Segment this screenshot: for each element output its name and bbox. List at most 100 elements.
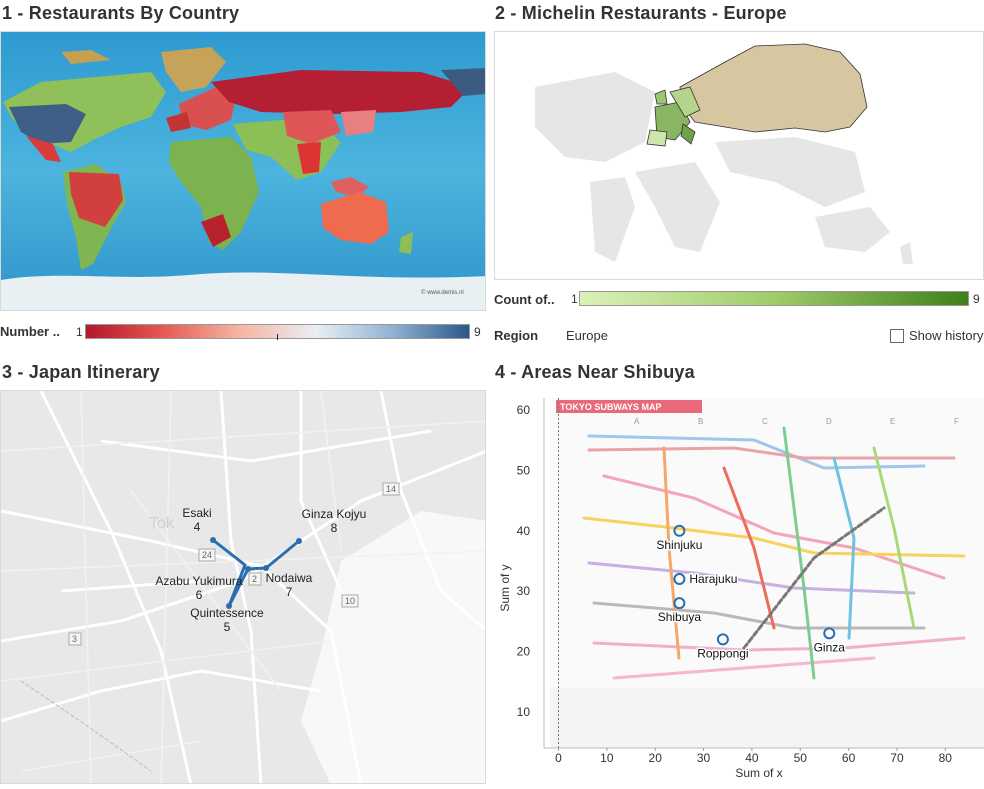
- europe-michelin-map[interactable]: [494, 31, 984, 280]
- y-tick-label: 50: [517, 463, 531, 477]
- region-filter-value[interactable]: Europe: [566, 328, 608, 343]
- germany-region[interactable]: [669, 86, 701, 118]
- stop-order-nodaiwa: 7: [286, 585, 293, 599]
- road-label-2: 2: [252, 574, 257, 584]
- faint-tokyo-label: Tok: [149, 515, 175, 532]
- point-label-harajuku: Harajuku: [689, 572, 737, 586]
- x-axis-label: Sum of x: [735, 766, 782, 780]
- point-label-shibuya: Shibuya: [658, 610, 702, 624]
- stop-label-ginza-kojyu: Ginza Kojyu: [302, 507, 367, 521]
- grey-north-america: [535, 72, 655, 162]
- korea-japan-region[interactable]: [341, 110, 376, 136]
- road-label-24: 24: [202, 550, 212, 560]
- stop-marker-ginza-kojyu[interactable]: [296, 538, 302, 544]
- spain-region[interactable]: [646, 129, 668, 147]
- point-roppongi[interactable]: [716, 633, 729, 646]
- brazil-region[interactable]: [69, 172, 123, 227]
- road-label-14: 14: [386, 484, 396, 494]
- italy-region[interactable]: [680, 123, 696, 145]
- legend-2-gradient[interactable]: [579, 291, 969, 306]
- subway-column-e: E: [890, 417, 895, 426]
- grey-asia: [715, 137, 865, 207]
- point-label-shinjuku: Shinjuku: [656, 538, 702, 552]
- subway-column-d: D: [826, 417, 832, 426]
- stop-marker-azabu[interactable]: [245, 566, 251, 572]
- grey-south-america: [590, 177, 635, 262]
- scatter-chart-svg: TOKYO SUBWAYS MAP A B C D E F 0 10: [498, 398, 984, 780]
- y-tick-label: 30: [517, 584, 531, 598]
- russia-region[interactable]: [679, 43, 868, 133]
- japan-itinerary-map[interactable]: 14 24 2 10 3 Tok Esaki 4 Azabu Yukimura …: [0, 390, 486, 784]
- subway-map-background: TOKYO SUBWAYS MAP A B C D E F: [550, 398, 984, 748]
- legend-2-max: 9: [973, 292, 980, 306]
- itinerary-map-svg: 14 24 2 10 3 Tok Esaki 4 Azabu Yukimura …: [1, 391, 485, 783]
- stop-marker-nodaiwa[interactable]: [263, 565, 269, 571]
- russia-region[interactable]: [211, 70, 471, 114]
- point-label-ginza: Ginza: [814, 640, 846, 654]
- uk-region[interactable]: [654, 89, 668, 105]
- world-map-restaurants[interactable]: © www.demis.nl: [0, 31, 486, 311]
- stop-marker-quintessence[interactable]: [226, 603, 232, 609]
- subway-map-title: TOKYO SUBWAYS MAP: [560, 402, 662, 412]
- point-ginza[interactable]: [823, 627, 836, 640]
- shibuya-scatter-chart[interactable]: TOKYO SUBWAYS MAP A B C D E F 0 10: [494, 388, 984, 784]
- panel-2-title: 2 - Michelin Restaurants - Europe: [495, 3, 787, 23]
- x-tick-label: 10: [600, 751, 614, 765]
- show-history-label[interactable]: Show history: [909, 328, 984, 343]
- stop-label-nodaiwa: Nodaiwa: [266, 571, 313, 585]
- region-filter-label: Region: [494, 328, 539, 343]
- legend-1-marker: [277, 334, 278, 340]
- alaska-region[interactable]: [441, 68, 486, 96]
- point-harajuku[interactable]: [673, 573, 686, 586]
- antarctica-land: [1, 272, 485, 310]
- x-tick-label: 60: [842, 751, 856, 765]
- panel-1-title: 1 - Restaurants By Country: [2, 3, 240, 23]
- grey-australia: [815, 207, 890, 252]
- road-label-10: 10: [345, 596, 355, 606]
- point-shibuya[interactable]: [673, 597, 686, 610]
- africa-land: [169, 137, 259, 250]
- point-label-roppongi: Roppongi: [697, 646, 748, 660]
- stop-marker-esaki[interactable]: [210, 537, 216, 543]
- greenland-land: [161, 47, 226, 92]
- x-tick-label: 50: [794, 751, 808, 765]
- arctic-islands: [61, 50, 111, 64]
- stop-label-quintessence: Quintessence: [190, 606, 264, 620]
- usa-region[interactable]: [9, 104, 86, 144]
- europe-region[interactable]: [179, 87, 236, 130]
- india-region[interactable]: [297, 142, 321, 174]
- subway-column-f: F: [954, 417, 959, 426]
- world-map-svg: © www.demis.nl: [1, 32, 486, 310]
- show-history-checkbox[interactable]: [890, 329, 904, 343]
- stop-order-azabu-yukimura: 6: [196, 588, 203, 602]
- x-tick-label: 70: [890, 751, 904, 765]
- stop-label-esaki: Esaki: [182, 506, 211, 520]
- y-tick-label: 60: [517, 403, 531, 417]
- panel-4-title: 4 - Areas Near Shibuya: [495, 362, 695, 382]
- western-europe-region[interactable]: [166, 112, 191, 132]
- indonesia-region[interactable]: [331, 177, 369, 197]
- y-tick-label: 20: [517, 644, 531, 658]
- x-tick-label: 30: [697, 751, 711, 765]
- stop-order-esaki: 4: [194, 520, 201, 534]
- point-shinjuku[interactable]: [673, 524, 686, 537]
- y-tick-label: 10: [517, 705, 531, 719]
- legend-2-min: 1: [571, 292, 578, 306]
- legend-2-label: Count of..: [494, 292, 555, 307]
- x-tick-label: 20: [649, 751, 663, 765]
- stop-label-azabu-yukimura: Azabu Yukimura: [155, 574, 242, 588]
- australia-region[interactable]: [321, 192, 389, 244]
- map-credit: © www.demis.nl: [421, 289, 464, 296]
- x-tick-label: 40: [745, 751, 759, 765]
- subway-column-a: A: [634, 417, 640, 426]
- china-region[interactable]: [283, 110, 341, 144]
- grey-africa: [635, 162, 720, 252]
- south-africa-region[interactable]: [201, 214, 231, 247]
- x-tick-label: 0: [555, 751, 562, 765]
- y-tick-label: 40: [517, 524, 531, 538]
- itinerary-route[interactable]: [212, 538, 300, 608]
- subway-column-b: B: [698, 417, 703, 426]
- rail-line: [20, 680, 152, 772]
- legend-1-max: 9: [474, 325, 481, 339]
- mexico-region[interactable]: [26, 136, 61, 162]
